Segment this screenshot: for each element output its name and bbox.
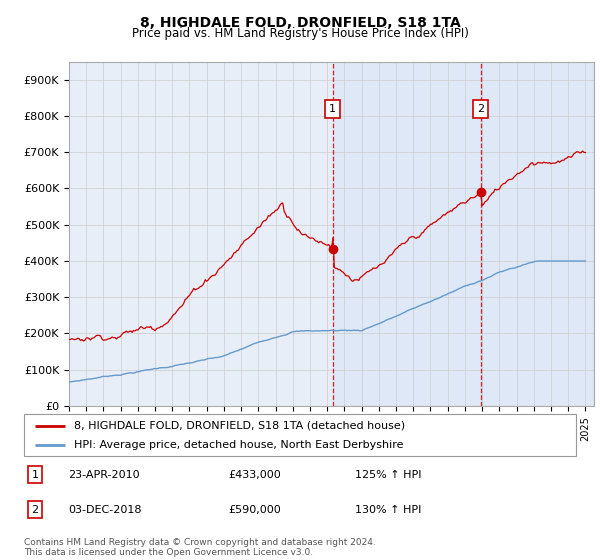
Text: 8, HIGHDALE FOLD, DRONFIELD, S18 1TA (detached house): 8, HIGHDALE FOLD, DRONFIELD, S18 1TA (de… [74,421,405,431]
Bar [332,62,481,406]
Bar [481,62,594,406]
Text: Price paid vs. HM Land Registry's House Price Index (HPI): Price paid vs. HM Land Registry's House … [131,27,469,40]
Text: 23-APR-2010: 23-APR-2010 [68,470,140,479]
Text: £590,000: £590,000 [228,505,281,515]
Text: 1: 1 [32,470,38,479]
Text: Contains HM Land Registry data © Crown copyright and database right 2024.
This d: Contains HM Land Registry data © Crown c… [24,538,376,557]
Text: 1: 1 [329,104,336,114]
Text: £433,000: £433,000 [228,470,281,479]
Text: 2: 2 [477,104,484,114]
Text: 03-DEC-2018: 03-DEC-2018 [68,505,142,515]
Text: 130% ↑ HPI: 130% ↑ HPI [355,505,422,515]
Text: HPI: Average price, detached house, North East Derbyshire: HPI: Average price, detached house, Nort… [74,440,403,450]
Text: 8, HIGHDALE FOLD, DRONFIELD, S18 1TA: 8, HIGHDALE FOLD, DRONFIELD, S18 1TA [140,16,460,30]
Text: 125% ↑ HPI: 125% ↑ HPI [355,470,422,479]
Text: 2: 2 [31,505,38,515]
